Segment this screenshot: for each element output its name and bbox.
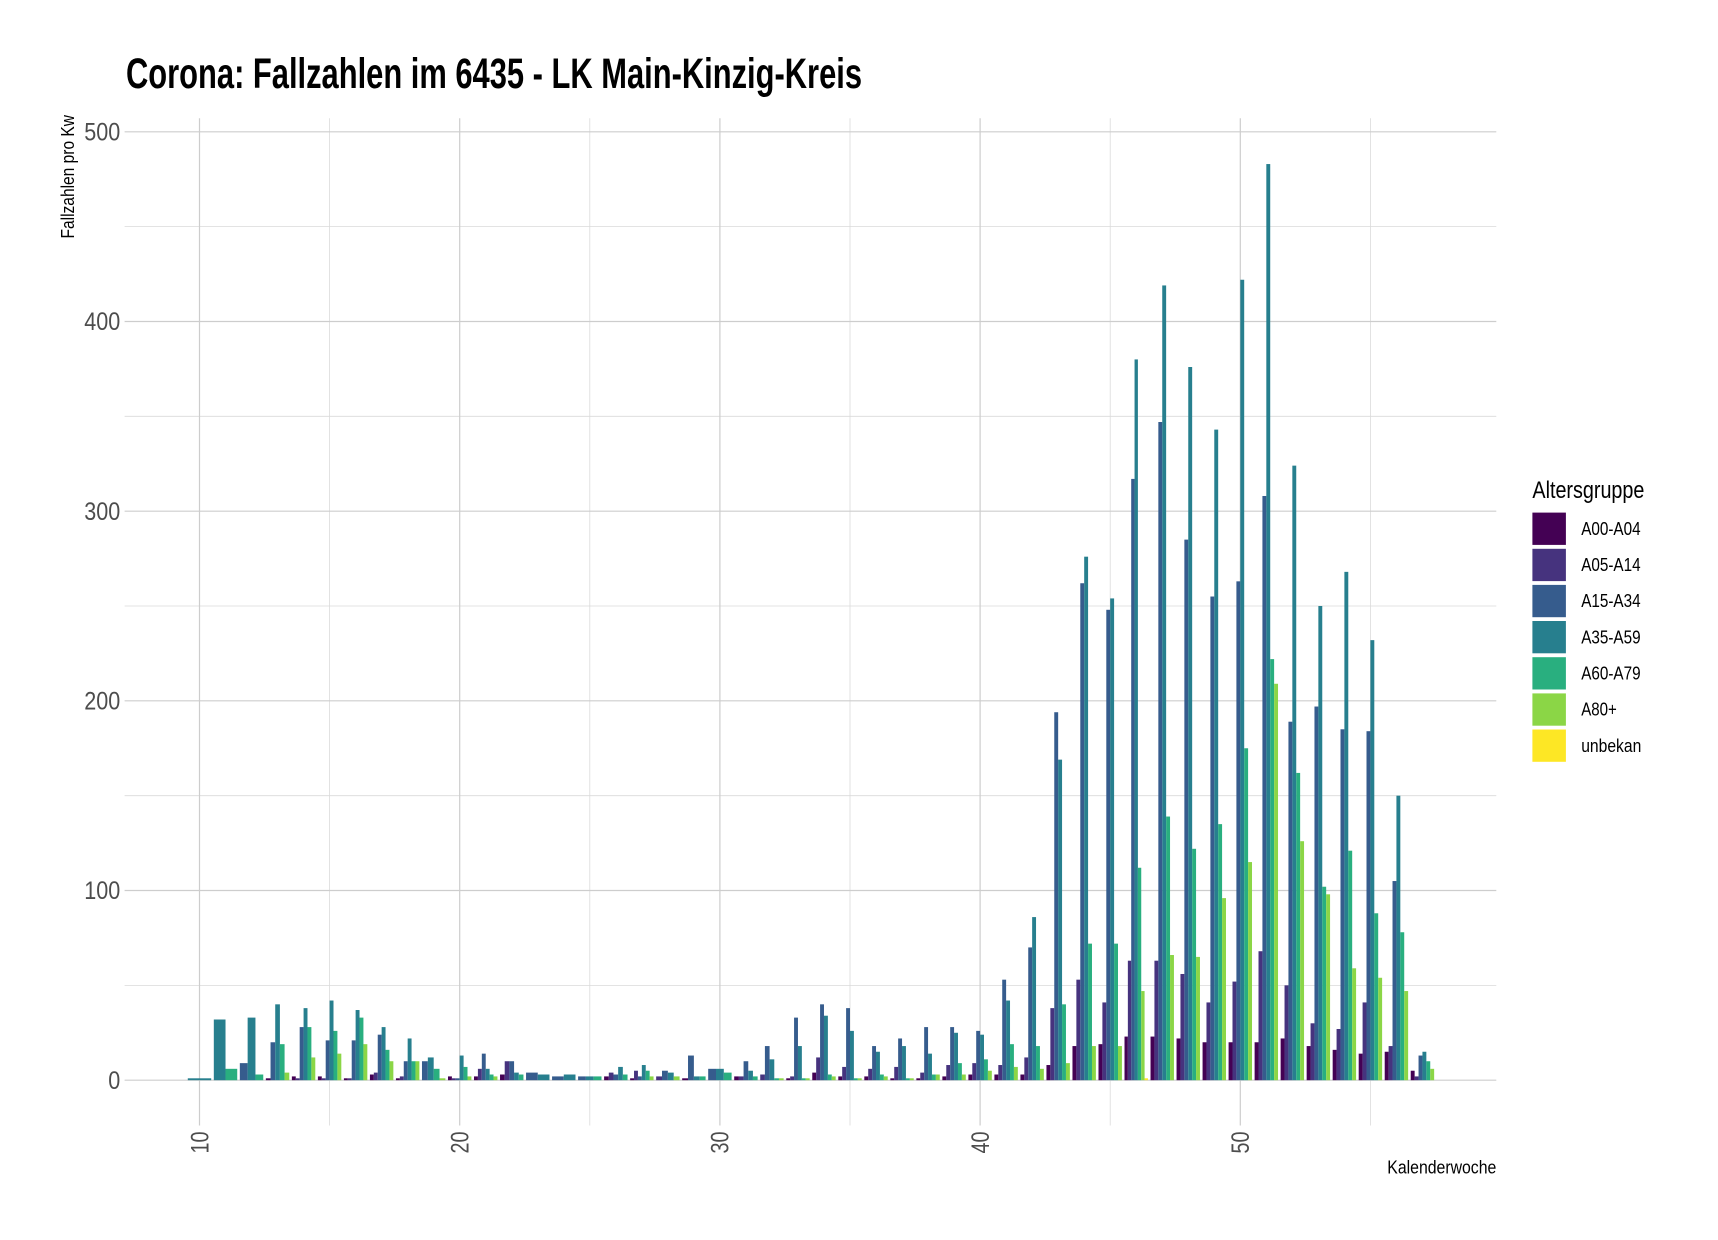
svg-text:Altersgruppe: Altersgruppe bbox=[1532, 477, 1644, 504]
svg-text:500: 500 bbox=[84, 119, 120, 147]
svg-text:A05-A14: A05-A14 bbox=[1581, 555, 1640, 575]
svg-text:A15-A34: A15-A34 bbox=[1581, 591, 1640, 611]
svg-text:200: 200 bbox=[84, 688, 120, 716]
svg-text:A80+: A80+ bbox=[1581, 700, 1617, 720]
svg-text:10: 10 bbox=[186, 1132, 214, 1154]
svg-text:50: 50 bbox=[1227, 1132, 1255, 1154]
svg-text:Corona: Fallzahlen im 6435 - L: Corona: Fallzahlen im 6435 - LK Main-Kin… bbox=[126, 50, 862, 98]
svg-text:100: 100 bbox=[84, 877, 120, 905]
svg-text:A35-A59: A35-A59 bbox=[1581, 627, 1640, 647]
svg-text:20: 20 bbox=[447, 1132, 475, 1154]
svg-text:0: 0 bbox=[108, 1067, 120, 1095]
svg-text:unbekan: unbekan bbox=[1581, 736, 1641, 756]
svg-text:A00-A04: A00-A04 bbox=[1581, 519, 1640, 539]
svg-text:300: 300 bbox=[84, 498, 120, 526]
svg-text:400: 400 bbox=[84, 308, 120, 336]
svg-text:40: 40 bbox=[967, 1132, 995, 1154]
svg-text:30: 30 bbox=[707, 1132, 735, 1154]
svg-text:Fallzahlen pro Kw: Fallzahlen pro Kw bbox=[57, 115, 78, 239]
svg-text:Kalenderwoche: Kalenderwoche bbox=[1387, 1156, 1496, 1177]
svg-text:A60-A79: A60-A79 bbox=[1581, 664, 1640, 684]
